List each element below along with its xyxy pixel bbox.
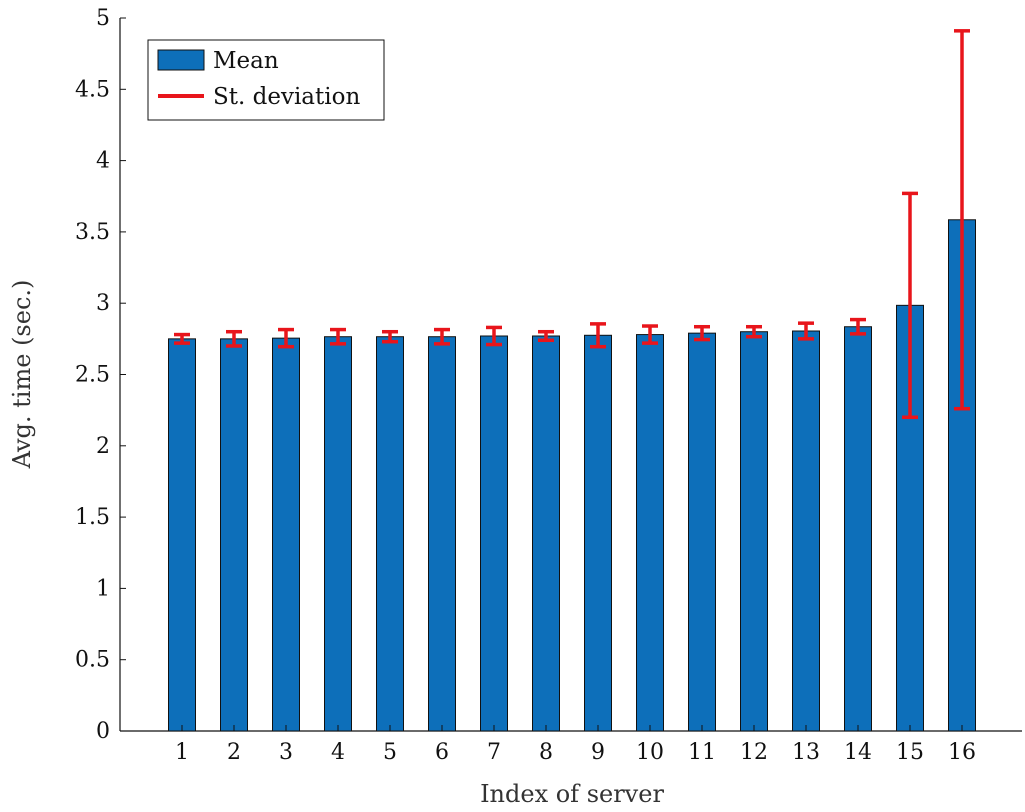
error-bars-group bbox=[174, 29, 970, 420]
x-tick-label: 6 bbox=[435, 740, 449, 765]
legend: Mean St. deviation bbox=[147, 39, 385, 121]
x-tick-label: 4 bbox=[331, 740, 345, 765]
x-tick-label: 16 bbox=[948, 740, 976, 765]
y-tick-label: 2.5 bbox=[75, 363, 110, 388]
y-tick-label: 2 bbox=[96, 434, 110, 459]
x-tick-label: 15 bbox=[896, 740, 924, 765]
y-tick-label: 0 bbox=[96, 719, 110, 744]
bar bbox=[740, 331, 768, 732]
y-tick-label: 3.5 bbox=[75, 220, 110, 245]
x-tick-label: 5 bbox=[383, 740, 397, 765]
x-tick-label: 2 bbox=[227, 740, 241, 765]
bar bbox=[532, 335, 560, 732]
bars-group bbox=[168, 219, 976, 732]
bar bbox=[272, 337, 300, 732]
y-tick-label: 3 bbox=[96, 291, 110, 316]
bar bbox=[324, 336, 352, 732]
legend-mean-swatch bbox=[157, 49, 205, 71]
bar bbox=[168, 338, 196, 732]
y-tick-label: 0.5 bbox=[75, 648, 110, 673]
x-tick-label: 8 bbox=[539, 740, 553, 765]
x-tick-label: 10 bbox=[636, 740, 664, 765]
bar bbox=[792, 330, 820, 732]
y-axis-title: Avg. time (sec.) bbox=[8, 280, 36, 470]
x-tick-label: 1 bbox=[175, 740, 189, 765]
bar bbox=[220, 338, 248, 732]
x-axis-title: Index of server bbox=[480, 780, 664, 808]
x-tick-label: 13 bbox=[792, 740, 820, 765]
x-tick-label: 12 bbox=[740, 740, 768, 765]
x-tick-label: 7 bbox=[487, 740, 501, 765]
bar bbox=[376, 336, 404, 732]
y-tick-label: 1 bbox=[96, 576, 110, 601]
legend-mean-label: Mean bbox=[213, 48, 279, 74]
bar bbox=[688, 332, 716, 732]
bar bbox=[636, 334, 664, 732]
x-axis-ticks: 1 2 3 4 5 6 7 8 9 10 11 12 13 14 15 16 bbox=[175, 725, 976, 765]
x-tick-label: 14 bbox=[844, 740, 872, 765]
y-axis-ticks: 0 0.5 1 1.5 2 2.5 3 3.5 4 4.5 5 bbox=[75, 6, 126, 744]
y-tick-label: 1.5 bbox=[75, 505, 110, 530]
legend-std-label: St. deviation bbox=[213, 84, 360, 110]
bar bbox=[480, 335, 508, 732]
plot-area bbox=[119, 18, 1022, 732]
y-tick-label: 5 bbox=[96, 6, 110, 31]
x-tick-label: 3 bbox=[279, 740, 293, 765]
bar bbox=[428, 336, 456, 732]
x-tick-label: 11 bbox=[688, 740, 716, 765]
bar bbox=[844, 326, 872, 732]
y-tick-label: 4 bbox=[96, 149, 110, 174]
x-tick-label: 9 bbox=[591, 740, 605, 765]
bar bbox=[584, 334, 612, 732]
y-tick-label: 4.5 bbox=[75, 77, 110, 102]
